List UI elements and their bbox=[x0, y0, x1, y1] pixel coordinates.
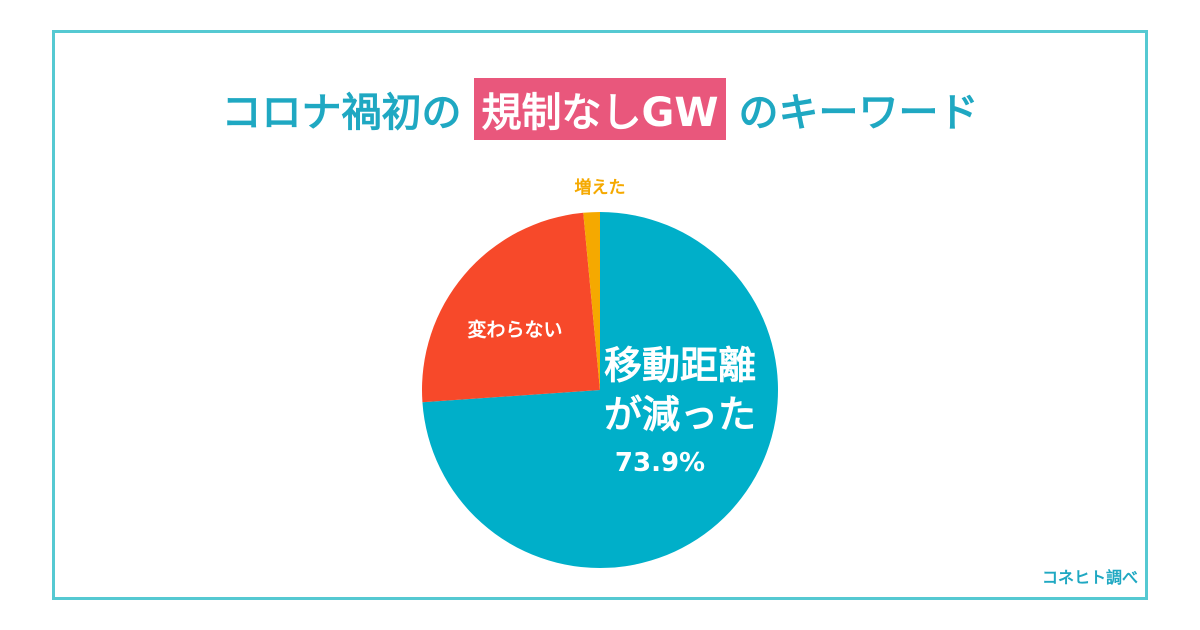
title-part: のキーワード bbox=[738, 90, 979, 136]
value-label: 73.9% bbox=[615, 448, 705, 478]
title-highlight: 規制なしGW bbox=[473, 78, 727, 140]
slice-label: 増えた bbox=[575, 177, 626, 198]
chart-title: コロナ禍初の 規制なしGW のキーワード bbox=[0, 78, 1200, 140]
label-line: 移動距離 bbox=[604, 343, 756, 387]
slice-label: 移動距離が減った bbox=[604, 343, 756, 436]
pie-slice bbox=[422, 212, 779, 568]
source-note: コネヒト調べ bbox=[1041, 568, 1138, 587]
label-line: 増えた bbox=[575, 177, 626, 198]
pie-slice bbox=[422, 212, 600, 403]
title-part: コロナ禍初の bbox=[221, 90, 462, 136]
slice-label: 変わらない bbox=[467, 318, 562, 341]
label-line: 変わらない bbox=[467, 318, 562, 341]
label-line: が減った bbox=[604, 392, 756, 436]
pie-slice bbox=[583, 212, 600, 390]
frame bbox=[52, 30, 1148, 600]
